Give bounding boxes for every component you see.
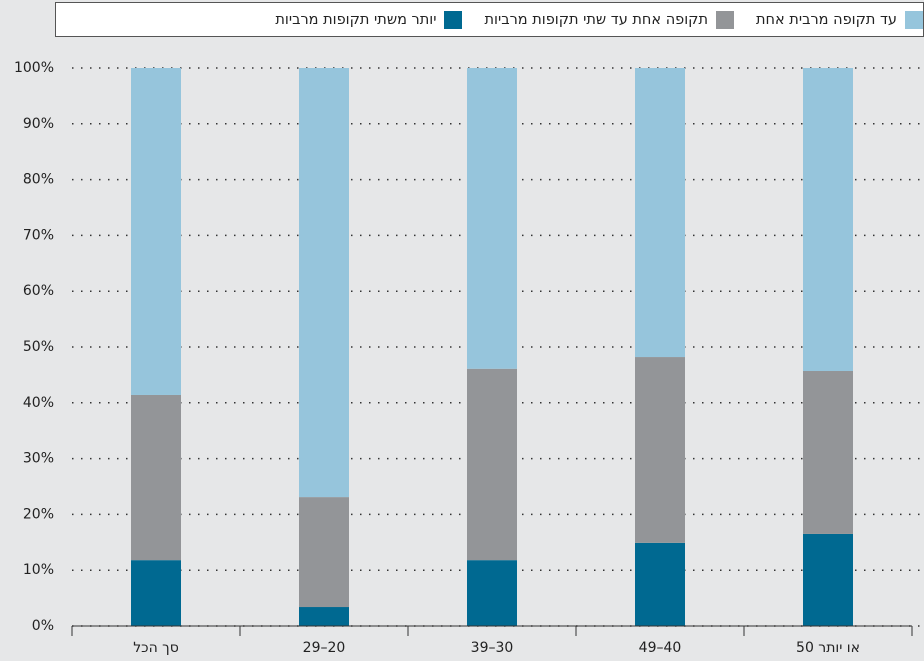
- y-tick-label: 30%: [23, 451, 54, 467]
- bar-segment: [467, 368, 517, 561]
- bar-segment: [803, 68, 853, 371]
- y-tick-label: 80%: [23, 172, 54, 188]
- bar-segment: [635, 542, 685, 626]
- legend-item: יותר משתי תקופות מרביות: [275, 10, 463, 29]
- bar-segment: [131, 68, 181, 395]
- legend-label: יותר משתי תקופות מרביות: [275, 11, 437, 28]
- bar-segment: [803, 370, 853, 534]
- legend-item: עד תקופה מרבית אחת: [756, 10, 923, 29]
- x-tick-label: 39–30: [471, 640, 514, 656]
- legend: עד תקופה מרבית אחת תקופה אחת עד שתי תקופו…: [55, 2, 924, 37]
- bar-segment: [299, 497, 349, 608]
- legend-label: עד תקופה מרבית אחת: [756, 11, 897, 28]
- legend-label: תקופה אחת עד שתי תקופות מרביות: [484, 11, 708, 28]
- legend-swatch: [905, 10, 923, 29]
- bar-segment: [131, 560, 181, 626]
- x-tick-label: 50 או יותר: [796, 640, 860, 656]
- legend-item: תקופה אחת עד שתי תקופות מרביות: [484, 10, 734, 29]
- y-tick-label: 0%: [32, 618, 54, 634]
- bar-segment: [635, 68, 685, 358]
- y-tick-label: 40%: [23, 395, 54, 411]
- y-tick-label: 20%: [23, 506, 54, 522]
- y-tick-label: 70%: [23, 227, 54, 243]
- y-tick-label: 90%: [23, 116, 54, 132]
- bar-segment: [635, 357, 685, 543]
- bar-segment: [467, 560, 517, 626]
- y-tick-label: 10%: [23, 562, 54, 578]
- bar-segment: [467, 68, 517, 369]
- x-tick-label: סך הכל: [133, 640, 179, 656]
- y-tick-label: 100%: [14, 60, 54, 76]
- legend-swatch: [716, 10, 734, 29]
- bar-segment: [803, 533, 853, 626]
- y-tick-label: 60%: [23, 283, 54, 299]
- bar-segment: [299, 68, 349, 498]
- y-tick-label: 50%: [23, 339, 54, 355]
- bar-segment: [131, 394, 181, 561]
- bar-segment: [299, 607, 349, 626]
- x-tick-label: 49–40: [639, 640, 682, 656]
- legend-swatch: [444, 10, 463, 29]
- x-tick-label: 29–20: [303, 640, 346, 656]
